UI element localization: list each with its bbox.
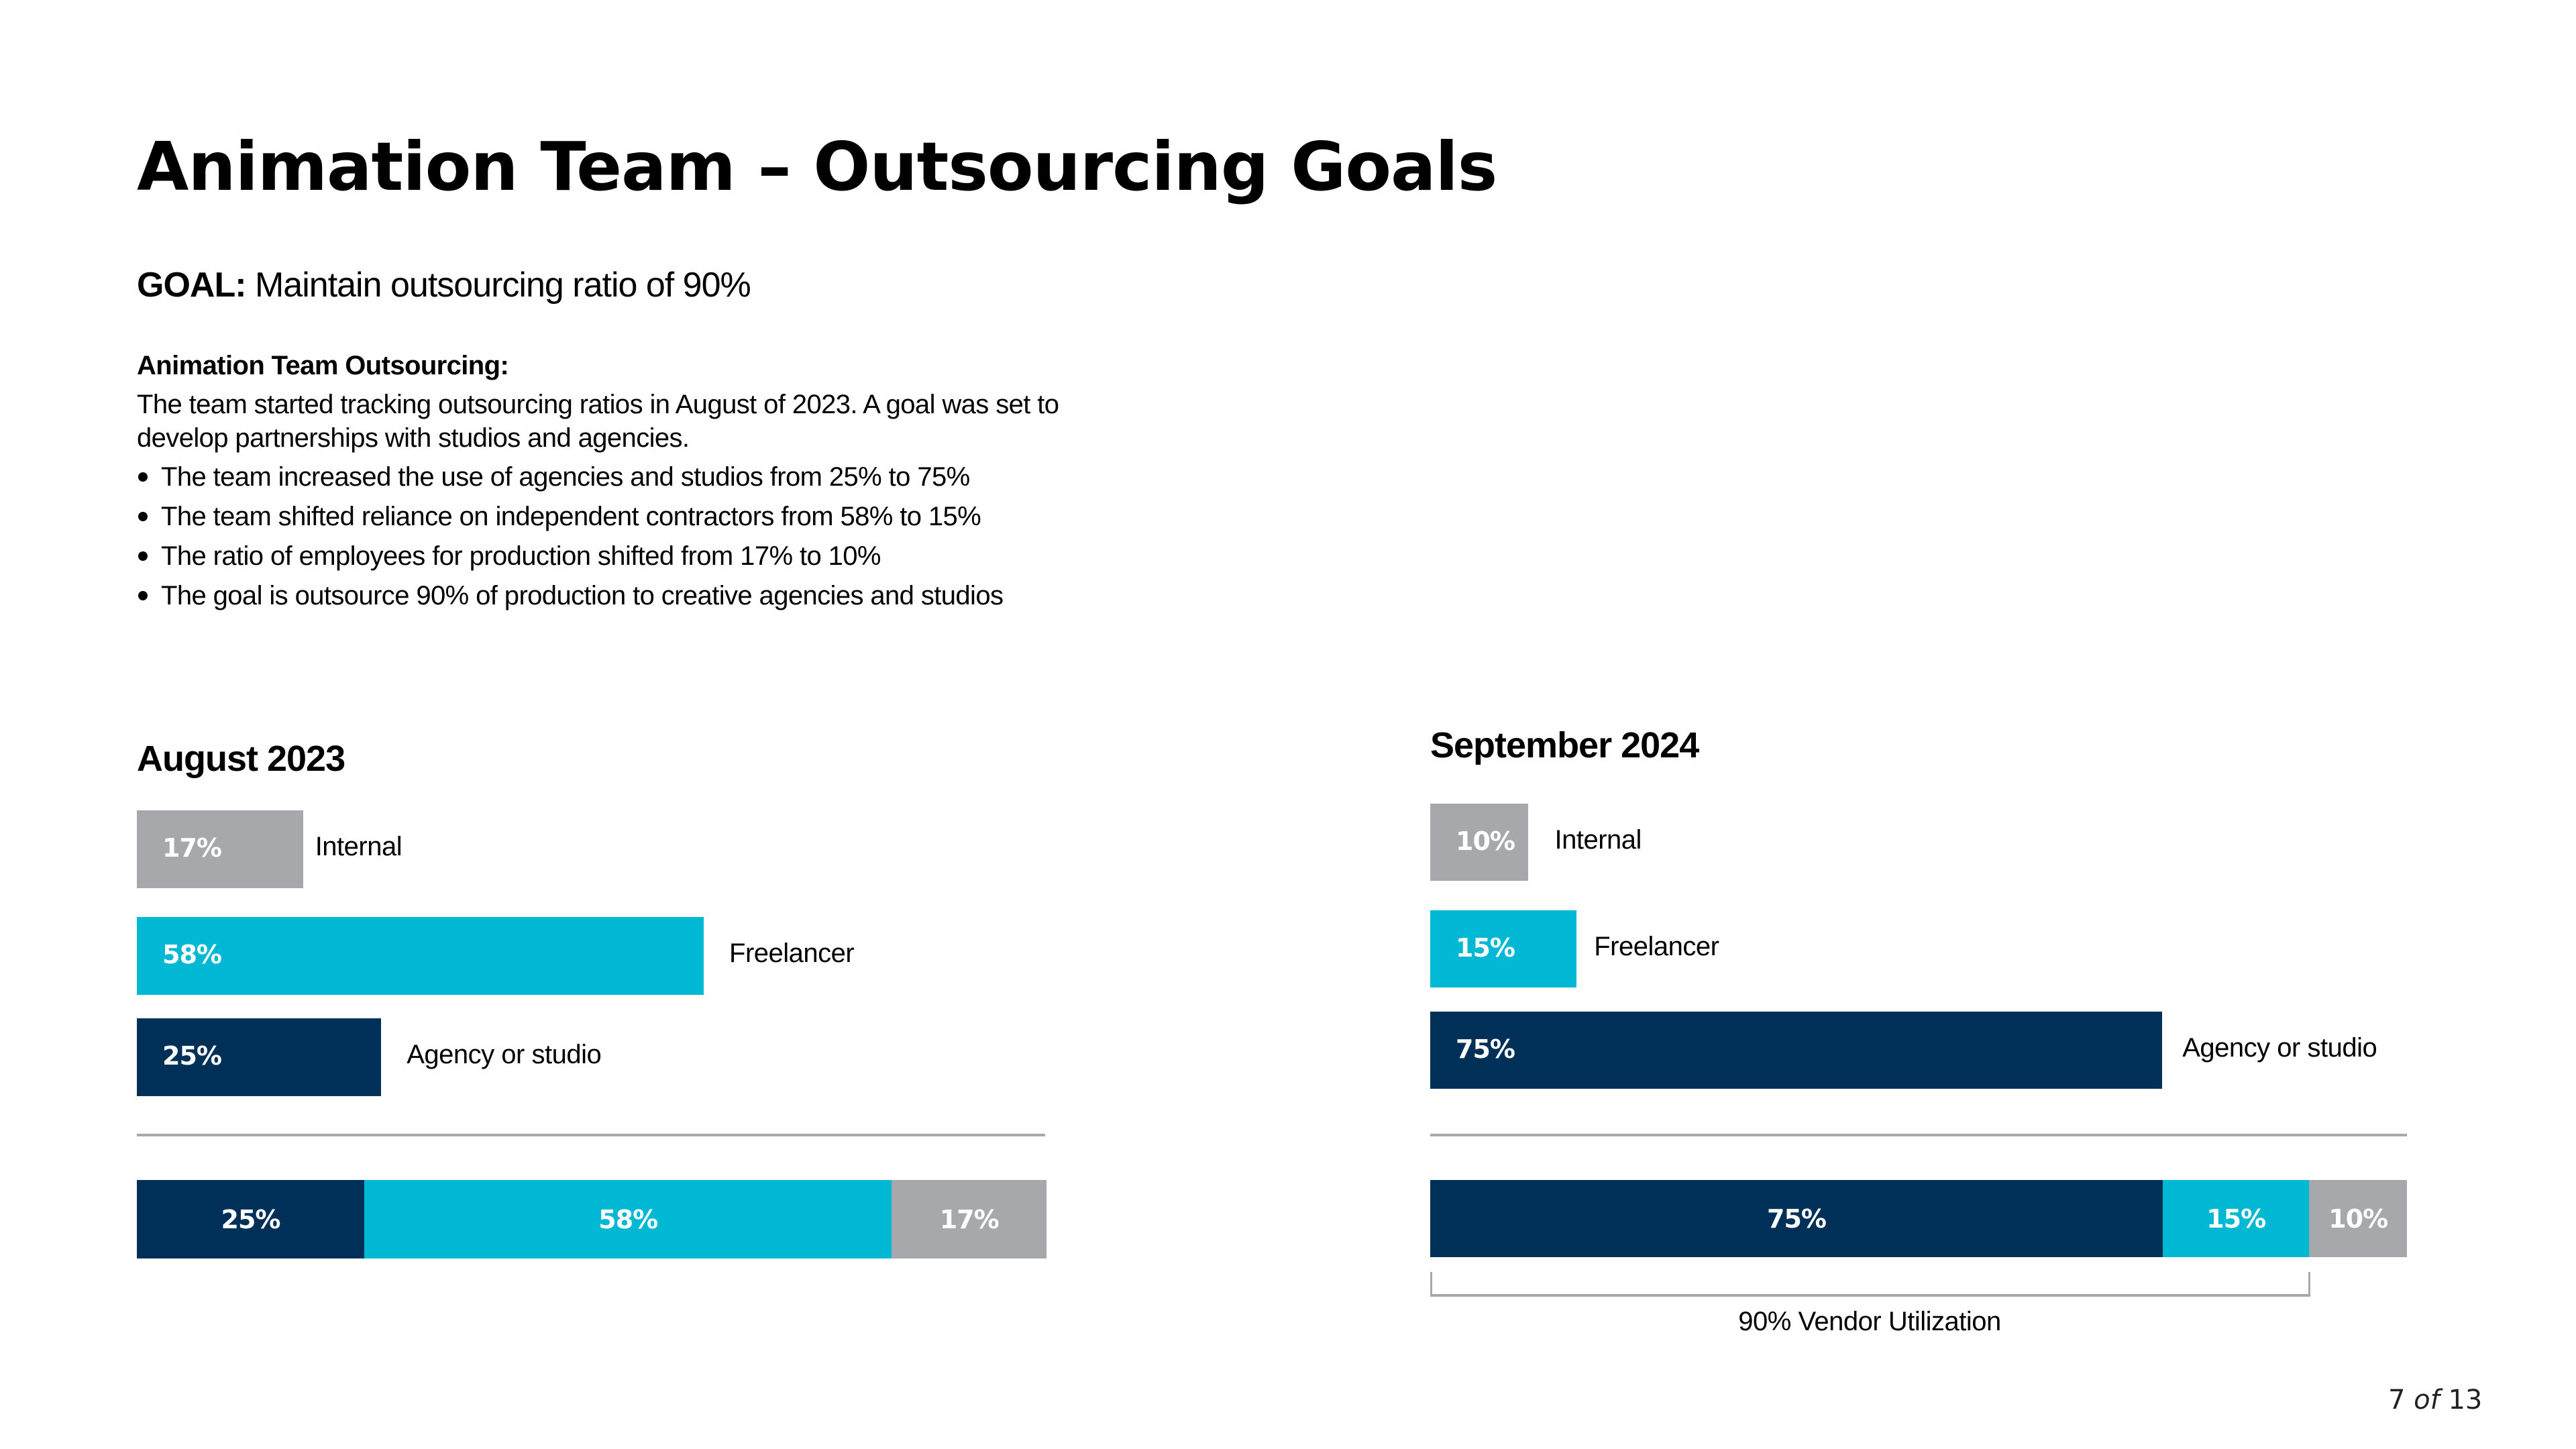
bullet-item: The goal is outsource 90% of production …	[137, 579, 1143, 612]
bullet-icon	[138, 472, 148, 482]
stacked-segment-freelancer: 58%	[364, 1180, 892, 1258]
page-number: 7 of 13	[2388, 1385, 2482, 1415]
stacked-segment-label: 15%	[2206, 1203, 2266, 1234]
bar-category-label: Freelancer	[729, 938, 855, 968]
goal-text: Maintain outsourcing ratio of 90%	[254, 266, 751, 305]
stacked-segment-internal: 10%	[2309, 1180, 2407, 1257]
bar-value-label: 58%	[162, 940, 222, 969]
bar-category-label: Agency or studio	[407, 1040, 602, 1069]
stacked-segment-internal: 17%	[892, 1180, 1046, 1258]
bullet-item: The ratio of employees for production sh…	[137, 539, 1143, 573]
bar-value-label: 15%	[1456, 932, 1515, 963]
bar-value-label: 17%	[162, 833, 222, 863]
stacked-segment-label: 17%	[939, 1204, 1000, 1234]
goal-statement: GOAL: Maintain outsourcing ratio of 90%	[137, 265, 751, 305]
summary-section: Animation Team Outsourcing: The team sta…	[137, 349, 1143, 619]
bar-freelancer	[1430, 910, 1577, 987]
bar-category-label: Freelancer	[1594, 931, 1719, 961]
chart-divider	[1430, 1134, 2407, 1136]
chart-divider	[137, 1134, 1045, 1136]
bar-agency-or-studio	[1430, 1012, 2163, 1089]
bullet-icon	[138, 551, 148, 561]
bullet-icon	[138, 591, 148, 600]
stacked-segment-label: 75%	[1767, 1203, 1827, 1234]
summary-paragraph: The team started tracking outsourcing ra…	[137, 390, 1059, 453]
page-total: 13	[2448, 1385, 2483, 1415]
vendor-utilization-label: 90% Vendor Utilization	[1738, 1307, 2001, 1336]
stacked-segment-freelancer: 15%	[2163, 1180, 2310, 1257]
goal-label: GOAL:	[137, 266, 247, 305]
chart-title: August 2023	[137, 739, 345, 779]
bar-category-label: Internal	[315, 832, 402, 861]
bar-internal	[1430, 804, 1528, 881]
stacked-segment-label: 58%	[598, 1204, 658, 1234]
page-current: 7	[2388, 1385, 2406, 1415]
bar-internal	[137, 810, 303, 888]
stacked-segment-label: 25%	[221, 1204, 281, 1234]
bullet-item: The team shifted reliance on independent…	[137, 500, 1143, 533]
stacked-segment-agency-or-studio: 25%	[137, 1180, 364, 1258]
vendor-utilization-bracket	[1430, 1272, 2310, 1297]
page-of: of	[2414, 1385, 2440, 1415]
stacked-segment-label: 10%	[2328, 1203, 2388, 1234]
bar-category-label: Internal	[1554, 824, 1642, 855]
bullet-icon	[138, 512, 148, 521]
bar-value-label: 10%	[1456, 826, 1515, 856]
bar-value-label: 25%	[162, 1041, 222, 1071]
bar-category-label: Agency or studio	[2182, 1032, 2377, 1063]
summary-bullets: The team increased the use of agencies a…	[137, 460, 1143, 612]
bar-value-label: 75%	[1456, 1034, 1515, 1064]
summary-heading: Animation Team Outsourcing:	[137, 351, 509, 380]
page-title: Animation Team – Outsourcing Goals	[137, 127, 1497, 206]
stacked-segment-agency-or-studio: 75%	[1430, 1180, 2163, 1257]
bar-freelancer	[137, 917, 704, 995]
bar-agency-or-studio	[137, 1018, 382, 1096]
chart-title: September 2024	[1430, 725, 1699, 765]
bullet-item: The team increased the use of agencies a…	[137, 460, 1143, 494]
